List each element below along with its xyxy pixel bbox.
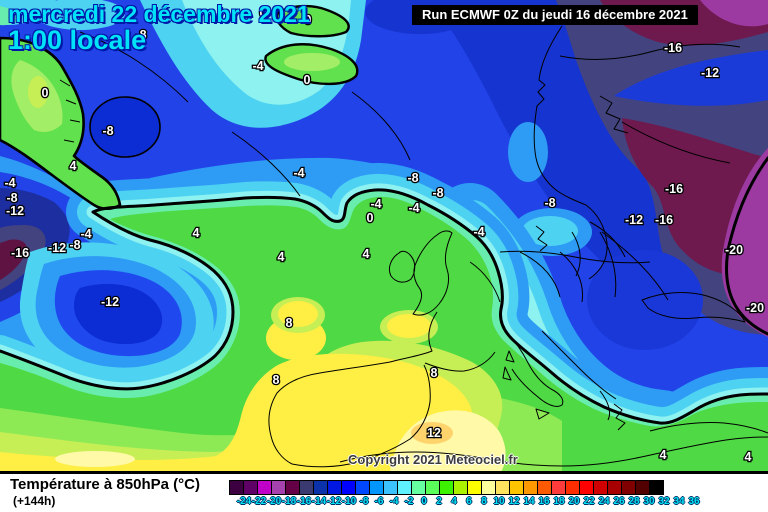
contour-label: 4 bbox=[660, 448, 667, 462]
colorbar-tick: 8 bbox=[481, 496, 487, 507]
run-info-box: Run ECMWF 0Z du jeudi 16 décembre 2021 bbox=[412, 5, 698, 25]
colorbar-tick: 22 bbox=[583, 496, 595, 507]
colorbar-tick: 36 bbox=[688, 496, 700, 507]
colorbar-tick: -12 bbox=[326, 496, 342, 507]
contour-label: -16 bbox=[11, 246, 29, 260]
colorbar-tick: -10 bbox=[341, 496, 357, 507]
contour-labels: 0-80 0-40-84-4-8-12-16-4-8-124-4 -8-8-4 -40… bbox=[3, 5, 765, 466]
contour-label: -8 bbox=[135, 28, 146, 42]
colorbar-tick: -8 bbox=[359, 496, 369, 507]
contour-label: 4 bbox=[363, 247, 370, 261]
colorbar-tick: 6 bbox=[466, 496, 472, 507]
contour-label: -4 bbox=[370, 197, 381, 211]
contour-label: 0 bbox=[305, 13, 312, 27]
contour-label: -8 bbox=[69, 238, 80, 252]
contour-label: 8 bbox=[286, 316, 293, 330]
contour-label: -4 bbox=[252, 59, 263, 73]
contour-label: -16 bbox=[664, 41, 682, 55]
colorbar-tick: 26 bbox=[613, 496, 625, 507]
contour-label: 8 bbox=[431, 366, 438, 380]
valid-time-box: mercredi 22 décembre 2021 1:00 locale bbox=[8, 1, 310, 56]
contour-label: 4 bbox=[193, 226, 200, 240]
colorbar-tick: 24 bbox=[598, 496, 610, 507]
colorbar-tick: 4 bbox=[451, 496, 457, 507]
contour-label: 4 bbox=[278, 250, 285, 264]
colorbar-ticks: -24 -22 -20 -18 -16 -14 -12 -10 -8 -6 -4 -2 0 2 4 6 8 10 1… bbox=[0, 474, 768, 512]
temperature-map: 0-80 0-40-84-4-8-12-16-4-8-124-4 -8-8-4 -40… bbox=[0, 0, 768, 474]
contour-label: -8 bbox=[432, 186, 443, 200]
valid-date-text: mercredi 22 décembre 2021 bbox=[8, 1, 310, 27]
contour-label: 12 bbox=[427, 426, 441, 440]
atlantic-trough bbox=[19, 242, 214, 381]
colorbar-tick: -18 bbox=[281, 496, 297, 507]
contour-label: -4 bbox=[4, 176, 15, 190]
contour-label: 4 bbox=[745, 450, 752, 464]
contour-label: 8 bbox=[273, 373, 280, 387]
contour-label: 0 bbox=[367, 211, 374, 225]
isotherm-lines bbox=[0, 156, 768, 425]
colorbar-tick: 20 bbox=[568, 496, 580, 507]
contour-label: 0 bbox=[304, 73, 311, 87]
colorbar-tick: 28 bbox=[628, 496, 640, 507]
colorbar bbox=[229, 480, 664, 495]
contour-label: 0 bbox=[260, 6, 267, 20]
colorbar-tick: 30 bbox=[643, 496, 655, 507]
contour-label: -12 bbox=[6, 204, 24, 218]
colorbar-tick: 2 bbox=[436, 496, 442, 507]
contour-label: -4 bbox=[473, 225, 484, 239]
valid-hour-text: 1:00 locale bbox=[8, 25, 147, 56]
contour-label: 4 bbox=[70, 159, 77, 173]
colorbar-tick: -20 bbox=[266, 496, 282, 507]
colorbar-tick: -14 bbox=[311, 496, 327, 507]
contour-label: -20 bbox=[746, 301, 764, 315]
contour-label: -8 bbox=[102, 124, 113, 138]
colorbar-tick: -6 bbox=[374, 496, 384, 507]
legend-forecast-hour: (+144h) bbox=[13, 494, 56, 508]
colorbar-tick: 16 bbox=[538, 496, 550, 507]
contour-label: -12 bbox=[48, 241, 66, 255]
east-cold-airmass bbox=[430, 0, 768, 350]
contour-label: -20 bbox=[725, 243, 743, 257]
colorbar-tick: 32 bbox=[658, 496, 670, 507]
colorbar-tick: 12 bbox=[508, 496, 520, 507]
copyright-text: Copyright 2021 Meteociel.fr bbox=[348, 452, 518, 467]
contour-label: -12 bbox=[625, 213, 643, 227]
colorbar-tick: -22 bbox=[251, 496, 267, 507]
contour-label: -4 bbox=[80, 227, 91, 241]
colorbar-tick: 34 bbox=[673, 496, 685, 507]
colorbar-tick: -24 bbox=[236, 496, 252, 507]
colorbar-tick: 18 bbox=[553, 496, 565, 507]
greenland bbox=[0, 0, 359, 211]
colorbar-tick: -4 bbox=[389, 496, 399, 507]
contour-label: -8 bbox=[407, 171, 418, 185]
contour-label: -16 bbox=[655, 213, 673, 227]
contour-label: -4 bbox=[408, 201, 419, 215]
contour-label: 0 bbox=[42, 86, 49, 100]
contour-label: -8 bbox=[6, 191, 17, 205]
contour-label: -16 bbox=[665, 182, 683, 196]
legend-bar: Température à 850hPa (°C) (+144h) -24 -22… bbox=[0, 474, 768, 512]
map-bottom-border bbox=[0, 471, 768, 474]
map-area: 0 -8 0 0 -4 0 -8 4 -4 -8 -12 -16 -4 -8 -12 4 -4 -8 -8 -4 -4 0… bbox=[0, 0, 768, 474]
contour-label: -8 bbox=[544, 196, 555, 210]
colorbar-tick: 10 bbox=[493, 496, 505, 507]
colorbar-cell bbox=[649, 480, 664, 495]
colorbar-tick: -16 bbox=[296, 496, 312, 507]
contour-label: -4 bbox=[293, 166, 304, 180]
colorbar-tick: -2 bbox=[404, 496, 414, 507]
contour-label: -12 bbox=[701, 66, 719, 80]
colorbar-tick: 14 bbox=[523, 496, 535, 507]
legend-title: Température à 850hPa (°C) bbox=[10, 476, 200, 493]
coastlines bbox=[59, 25, 768, 468]
colorbar-tick: 0 bbox=[421, 496, 427, 507]
contour-label: -12 bbox=[101, 295, 119, 309]
